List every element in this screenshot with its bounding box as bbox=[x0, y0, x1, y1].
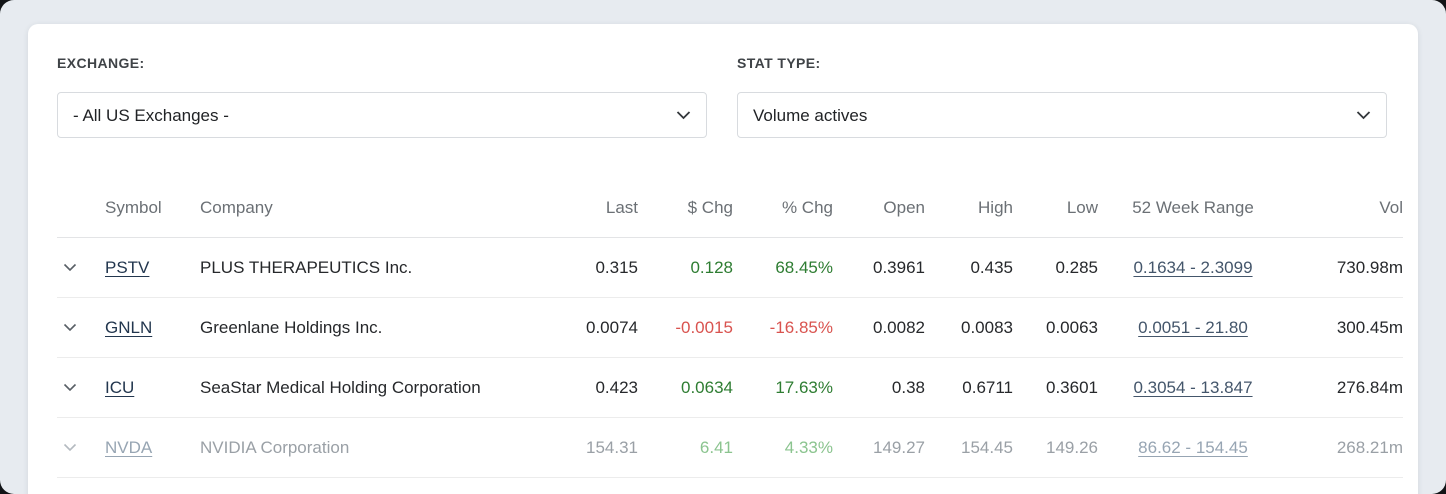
high-price: 0.0083 bbox=[961, 317, 1013, 337]
col-vol[interactable]: Vol bbox=[1379, 197, 1403, 217]
open-price: 0.3961 bbox=[873, 257, 925, 277]
week-range-link[interactable]: 0.3054 - 13.847 bbox=[1133, 377, 1253, 397]
col-symbol[interactable]: Symbol bbox=[105, 197, 162, 217]
low-price: 149.26 bbox=[1046, 437, 1098, 457]
low-price: 0.285 bbox=[1055, 257, 1098, 277]
symbol-link[interactable]: PSTV bbox=[105, 257, 150, 277]
dollar-change: 6.41 bbox=[699, 437, 733, 457]
volume: 730.98m bbox=[1336, 257, 1403, 277]
volume: 276.84m bbox=[1336, 377, 1403, 397]
dollar-change: 0.0634 bbox=[681, 377, 733, 397]
last-price: 0.423 bbox=[595, 377, 638, 397]
last-price: 154.31 bbox=[586, 437, 638, 457]
table-row: PSTV PLUS THERAPEUTICS Inc. 0.315 0.128 … bbox=[57, 238, 1403, 298]
company-name: SeaStar Medical Holding Corporation bbox=[200, 377, 481, 397]
table-row: GNLN Greenlane Holdings Inc. 0.0074 -0.0… bbox=[57, 298, 1403, 358]
expand-row-button[interactable] bbox=[59, 319, 81, 336]
table-row: ICU SeaStar Medical Holding Corporation … bbox=[57, 358, 1403, 418]
table-row: NVDA NVIDIA Corporation 154.31 6.41 4.33… bbox=[57, 418, 1403, 478]
company-name: Greenlane Holdings Inc. bbox=[200, 317, 383, 337]
exchange-label: EXCHANGE: bbox=[57, 55, 145, 71]
stat-type-select[interactable]: Volume actives bbox=[737, 92, 1387, 138]
col-range[interactable]: 52 Week Range bbox=[1132, 197, 1254, 217]
expand-row-button[interactable] bbox=[59, 439, 81, 456]
col-last[interactable]: Last bbox=[605, 197, 638, 217]
col-chg[interactable]: $ Chg bbox=[687, 197, 733, 217]
last-price: 0.315 bbox=[595, 257, 638, 277]
filters-bar: EXCHANGE: - All US Exchanges - STAT TYPE… bbox=[57, 55, 1403, 138]
table-header-row: Symbol Company Last $ Chg % Chg Open Hig… bbox=[57, 178, 1403, 238]
symbol-link[interactable]: NVDA bbox=[105, 437, 153, 457]
col-pct[interactable]: % Chg bbox=[781, 197, 833, 217]
actives-table: Symbol Company Last $ Chg % Chg Open Hig… bbox=[57, 178, 1403, 478]
expand-row-button[interactable] bbox=[59, 259, 81, 276]
open-price: 0.0082 bbox=[873, 317, 925, 337]
symbol-link[interactable]: ICU bbox=[105, 377, 135, 397]
week-range-link[interactable]: 0.0051 - 21.80 bbox=[1138, 317, 1248, 337]
stat-type-select-wrap: Volume actives bbox=[737, 92, 1387, 138]
percent-change: 68.45% bbox=[775, 257, 833, 277]
open-price: 149.27 bbox=[873, 437, 925, 457]
last-price: 0.0074 bbox=[586, 317, 638, 337]
exchange-select[interactable]: - All US Exchanges - bbox=[57, 92, 707, 138]
symbol-link[interactable]: GNLN bbox=[105, 317, 153, 337]
col-company[interactable]: Company bbox=[200, 197, 273, 217]
week-range-link[interactable]: 86.62 - 154.45 bbox=[1138, 437, 1248, 457]
week-range-link[interactable]: 0.1634 - 2.3099 bbox=[1133, 257, 1253, 277]
low-price: 0.3601 bbox=[1046, 377, 1098, 397]
volume: 268.21m bbox=[1336, 437, 1403, 457]
col-open[interactable]: Open bbox=[883, 197, 925, 217]
screener-card: EXCHANGE: - All US Exchanges - STAT TYPE… bbox=[28, 24, 1418, 494]
percent-change: -16.85% bbox=[769, 317, 833, 337]
expand-row-button[interactable] bbox=[59, 379, 81, 396]
percent-change: 17.63% bbox=[775, 377, 833, 397]
high-price: 0.6711 bbox=[962, 377, 1013, 397]
company-name: PLUS THERAPEUTICS Inc. bbox=[200, 257, 413, 277]
open-price: 0.38 bbox=[891, 377, 925, 397]
exchange-filter: EXCHANGE: - All US Exchanges - bbox=[57, 55, 707, 138]
stat-type-label: STAT TYPE: bbox=[737, 55, 821, 71]
percent-change: 4.33% bbox=[784, 437, 833, 457]
high-price: 154.45 bbox=[961, 437, 1013, 457]
dollar-change: 0.128 bbox=[690, 257, 733, 277]
stat-type-filter: STAT TYPE: Volume actives bbox=[737, 55, 1387, 138]
volume: 300.45m bbox=[1336, 317, 1403, 337]
col-low[interactable]: Low bbox=[1066, 197, 1098, 217]
high-price: 0.435 bbox=[970, 257, 1013, 277]
low-price: 0.0063 bbox=[1046, 317, 1098, 337]
company-name: NVIDIA Corporation bbox=[200, 437, 350, 457]
col-high[interactable]: High bbox=[978, 197, 1013, 217]
dollar-change: -0.0015 bbox=[675, 317, 733, 337]
exchange-select-wrap: - All US Exchanges - bbox=[57, 92, 707, 138]
